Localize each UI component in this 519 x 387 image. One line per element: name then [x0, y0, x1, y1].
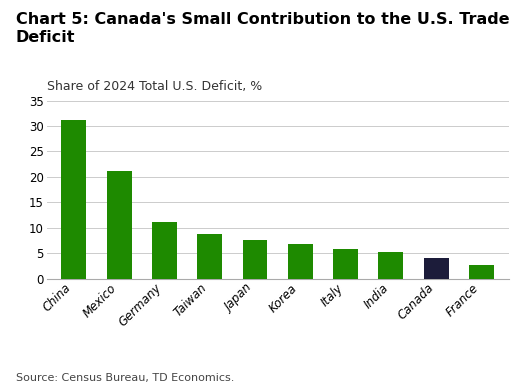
Bar: [197, 235, 222, 279]
Text: Source: Census Bureau, TD Economics.: Source: Census Bureau, TD Economics.: [16, 373, 234, 383]
Bar: [61, 120, 86, 279]
Text: Chart 5: Canada's Small Contribution to the U.S. Trade
Deficit: Chart 5: Canada's Small Contribution to …: [16, 12, 509, 45]
Text: Share of 2024 Total U.S. Deficit, %: Share of 2024 Total U.S. Deficit, %: [47, 80, 262, 94]
Bar: [152, 222, 177, 279]
Bar: [242, 240, 267, 279]
Bar: [469, 265, 494, 279]
Bar: [107, 171, 132, 279]
Bar: [378, 252, 403, 279]
Bar: [288, 244, 313, 279]
Bar: [333, 248, 358, 279]
Bar: [424, 258, 448, 279]
